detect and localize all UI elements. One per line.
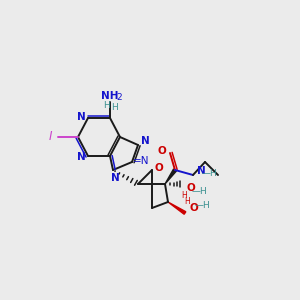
Text: —H: —H — [201, 169, 217, 178]
Text: =N: =N — [133, 156, 149, 166]
Text: NH: NH — [101, 91, 119, 101]
Text: H: H — [181, 191, 187, 200]
Text: O: O — [190, 203, 198, 213]
Polygon shape — [168, 202, 186, 214]
Text: —H: —H — [191, 187, 207, 196]
Text: N: N — [141, 136, 149, 146]
Text: N: N — [196, 166, 206, 176]
Text: H: H — [103, 101, 110, 110]
Text: 2: 2 — [116, 94, 122, 103]
Text: O: O — [158, 146, 166, 156]
Text: H: H — [112, 103, 118, 112]
Text: H: H — [184, 197, 190, 206]
Text: N: N — [76, 112, 85, 122]
Text: I: I — [48, 130, 52, 143]
Text: O: O — [187, 183, 195, 193]
Text: —H: —H — [194, 200, 210, 209]
Text: O: O — [154, 163, 164, 173]
Polygon shape — [165, 169, 176, 184]
Text: N: N — [111, 173, 119, 183]
Text: N: N — [76, 152, 85, 162]
